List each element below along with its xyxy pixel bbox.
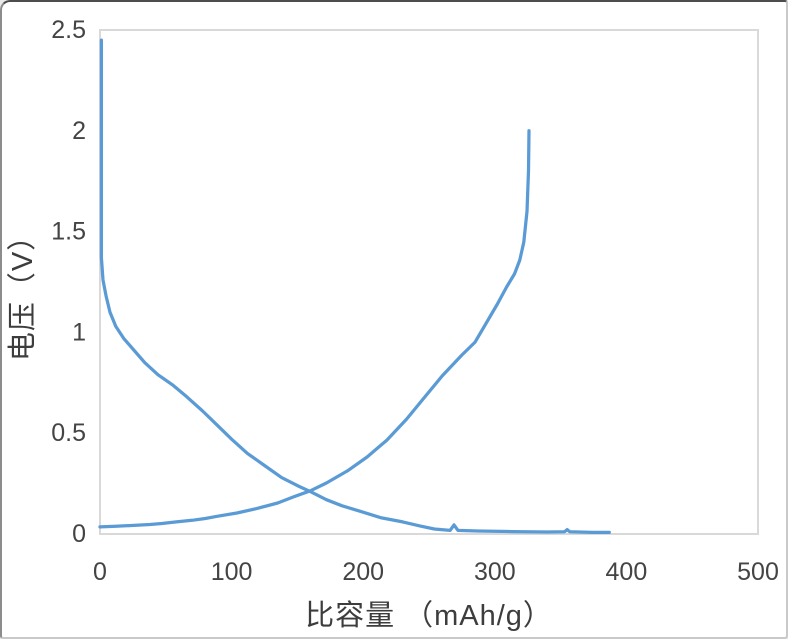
x-tick-label: 400 <box>606 558 648 586</box>
x-tick-label: 100 <box>211 558 253 586</box>
y-tick-label: 0 <box>72 520 86 548</box>
x-axis-title: 比容量 （mAh/g） <box>305 600 553 632</box>
y-tick-label: 1 <box>72 318 86 346</box>
y-tick-label: 2 <box>72 117 86 145</box>
charge-curve <box>98 129 531 529</box>
x-tick-label: 300 <box>474 558 516 586</box>
plot-border <box>99 29 759 535</box>
y-tick-label: 1.5 <box>51 218 86 246</box>
y-tick-label: 0.5 <box>51 419 86 447</box>
discharge-curve <box>99 38 611 535</box>
y-axis-title: 电压（V） <box>7 220 39 362</box>
x-tick-label: 500 <box>737 558 779 586</box>
y-tick-label: 2.5 <box>51 16 86 44</box>
x-tick-label: 200 <box>342 558 384 586</box>
x-tick-label: 0 <box>93 558 107 586</box>
